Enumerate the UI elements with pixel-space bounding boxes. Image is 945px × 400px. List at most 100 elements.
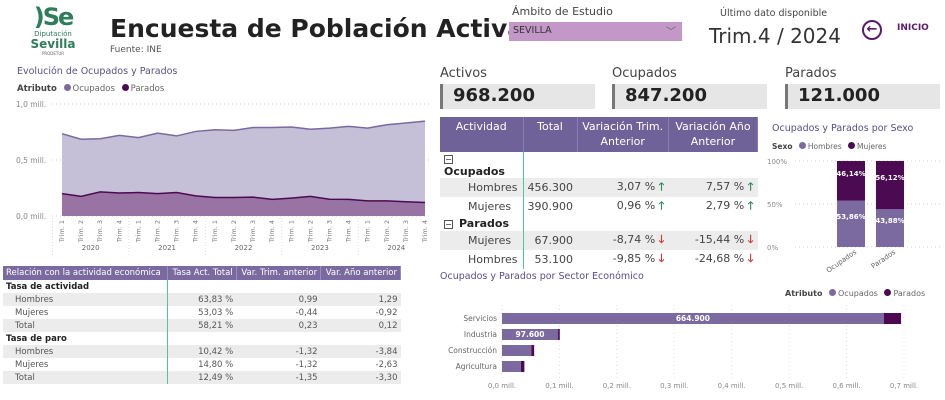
table-row: Mujeres 14,80 % -1,32 -2,63 — [3, 358, 401, 371]
group-label: Tasa de actividad — [3, 280, 169, 293]
x-tick-label: Ocupados — [825, 248, 858, 275]
column-header[interactable]: Var. Trim. anterior — [236, 266, 322, 280]
data-label: 664.900 — [676, 314, 710, 323]
table-cell: -1,35 — [236, 371, 321, 384]
cell-value: 58,21 % — [198, 320, 234, 331]
bar-hombres-parados — [876, 209, 904, 247]
legend-ocupados[interactable]: Ocupados — [72, 84, 115, 94]
cell-value: Hombres — [468, 181, 518, 194]
mujeres-dot-icon — [848, 142, 856, 149]
cell-value: 1,29 — [378, 294, 398, 305]
table-cell: Mujeres — [440, 230, 524, 250]
y-tick-label: 0,5 mill. — [16, 156, 46, 165]
column-header[interactable]: Variación Trim. Anterior — [577, 117, 669, 152]
tasas-table: Relación con la actividad económica Tasa … — [3, 266, 401, 384]
group-text: Ocupados — [444, 165, 505, 178]
cell-value: 53,03 % — [198, 307, 234, 318]
table-cell: 12,49 % — [167, 371, 237, 384]
table-cell: 63,83 % — [167, 293, 237, 306]
arrow-down-icon: 🡓 — [747, 232, 754, 246]
table-cell: Mujeres — [3, 306, 169, 319]
ambito-dropdown[interactable]: SEVILLA ﹀ — [509, 22, 682, 41]
cell-value: 63,83 % — [198, 294, 234, 305]
x-tick-label: Trim. 3 — [173, 220, 181, 243]
x-tick-label: 0,7 mill. — [890, 382, 918, 390]
source-label: Fuente: INE — [110, 45, 162, 55]
group-label[interactable]: − Parados — [440, 216, 524, 231]
ocupados-dot-icon — [63, 84, 71, 91]
column-header[interactable]: Relación con la actividad económica — [3, 266, 169, 280]
column-header[interactable]: Variación Año Anterior — [668, 117, 759, 152]
y-tick-label: 0,0 mill. — [16, 212, 46, 221]
cell-value: -1,32 — [295, 359, 318, 370]
x-tick-label: Trim. 1 — [134, 220, 142, 243]
group-row: − Parados — [440, 216, 758, 231]
bar-parados-agricultura — [520, 361, 525, 372]
cell-value: 53.100 — [534, 252, 574, 266]
x-group-label: 2023 — [311, 244, 329, 252]
arrow-up-icon: 🡑 — [747, 199, 754, 212]
cell-value: Hombres — [15, 294, 54, 305]
area-parados — [62, 191, 425, 216]
parados-dot-icon — [884, 289, 892, 296]
table-cell: -24,68 % 🡓 — [668, 250, 757, 269]
ultimo-dato-value: Trim.4 / 2024 — [709, 24, 841, 48]
y-tick-label: 0% — [767, 244, 778, 252]
kpi-ocupados-value: 847.200 — [612, 84, 767, 109]
arrow-up-icon: 🡑 — [658, 180, 665, 193]
inicio-button[interactable]: INICIO — [897, 23, 929, 33]
sexo-bar-chart: 0% 50% 100% 53,86% 46,14% Ocupados 43,88% 56,12… — [767, 158, 940, 275]
cell-value: 7,57 % — [705, 180, 745, 193]
y-tick-label: 100% — [767, 158, 787, 166]
y-tick-label: Agricultura — [456, 362, 497, 371]
actividad-table: Actividad Total Variación Trim. Anterior Va… — [440, 117, 759, 269]
sexo-chart-title: Ocupados y Parados por Sexo — [772, 123, 914, 134]
legend-ocupados[interactable]: Ocupados — [838, 289, 878, 298]
y-tick-label: 50% — [767, 201, 783, 209]
x-tick-label: Trim. 1 — [364, 220, 372, 243]
x-group-label: 2020 — [82, 244, 100, 252]
x-tick-label: 0,4 mill. — [718, 382, 746, 390]
line-ocupados — [61, 120, 426, 141]
bar-ocupados-industria — [502, 329, 559, 340]
cell-value: 14,80 % — [198, 359, 234, 370]
group-label[interactable]: −Ocupados — [440, 152, 524, 178]
x-tick-label: Parados — [870, 248, 898, 271]
column-header[interactable]: Tasa Act. Total — [167, 266, 237, 280]
table-cell: 390.900 — [523, 197, 577, 216]
table-cell: -3,30 — [320, 371, 401, 384]
group-text: Parados — [459, 216, 510, 230]
collapse-icon[interactable]: − — [444, 219, 453, 229]
column-header[interactable]: Var. Año anterior — [320, 266, 401, 280]
hombres-dot-icon — [798, 142, 806, 149]
table-cell: -1,32 — [236, 345, 321, 358]
cell-value: -0,44 — [295, 307, 318, 318]
cell-value: Mujeres — [15, 307, 49, 318]
cell-value: 0,12 — [378, 320, 398, 331]
bar-parados-construcción — [531, 345, 535, 356]
table-cell: Total — [3, 371, 169, 384]
legend-parados[interactable]: Parados — [130, 84, 165, 94]
table-row: Hombres 53.100 -9,85 % 🡓 -24,68 % 🡓 — [440, 249, 758, 269]
table-row: Total 58,21 % 0,23 0,12 — [3, 319, 401, 332]
table-row: Hombres 63,83 % 0,99 1,29 — [3, 293, 401, 306]
legend-parados[interactable]: Parados — [893, 289, 926, 298]
column-header[interactable]: Total — [523, 117, 578, 152]
table-cell: 53,03 % — [168, 306, 237, 319]
table-cell: -8,74 % 🡓 — [577, 230, 669, 250]
column-header[interactable]: Actividad — [440, 117, 524, 152]
table-cell: 2,79 % 🡑 — [668, 197, 757, 216]
group-row: Tasa de paro — [3, 332, 401, 345]
back-arrow-icon[interactable]: ← — [862, 20, 882, 40]
evolucion-area-chart: 0,0 mill. 0,5 mill. 1,0 mill. Trim. 1 Trim. … — [16, 100, 432, 256]
bar-mujeres-ocupados — [837, 161, 865, 201]
x-tick-label: Trim. 2 — [306, 220, 314, 243]
header-row: Actividad Total Variación Trim. Anterior Va… — [440, 117, 759, 152]
bar-parados-servicios — [883, 313, 902, 324]
bar-parados-industria — [558, 329, 560, 340]
y-tick-label: Servicios — [463, 314, 497, 323]
arrow-down-icon: 🡓 — [747, 251, 754, 265]
collapse-icon[interactable]: − — [444, 155, 453, 164]
legend-mujeres[interactable]: Mujeres — [857, 142, 887, 151]
legend-hombres[interactable]: Hombres — [807, 142, 842, 151]
